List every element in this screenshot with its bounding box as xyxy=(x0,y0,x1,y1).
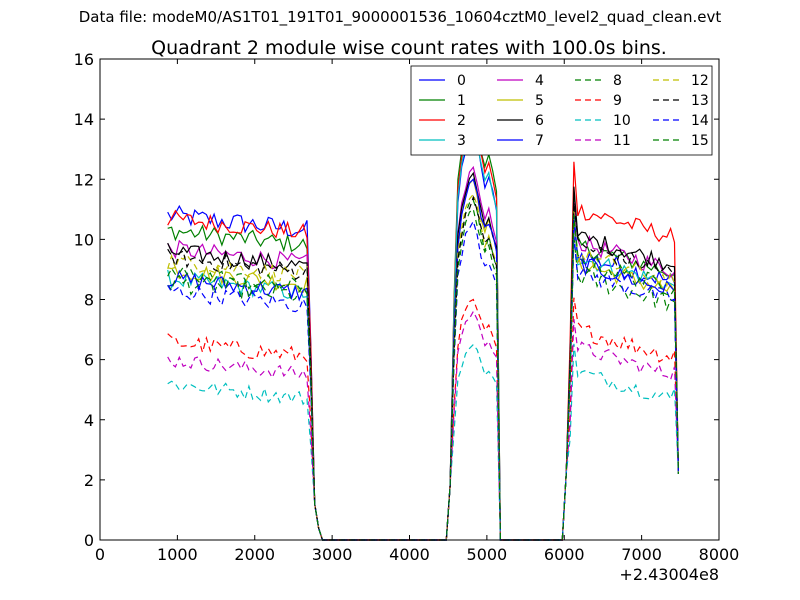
x-tick-label: 5000 xyxy=(467,545,508,564)
x-offset-label: +2.43004e8 xyxy=(619,565,719,584)
series-line-2 xyxy=(167,110,679,541)
y-tick-label: 8 xyxy=(84,291,94,310)
legend-entry: 14 xyxy=(653,113,709,129)
x-tick-label: 2000 xyxy=(234,545,275,564)
y-tick-label: 10 xyxy=(74,230,94,249)
x-tick-label: 7000 xyxy=(621,545,662,564)
legend-entry: 12 xyxy=(653,73,709,89)
y-tick-label: 6 xyxy=(84,351,94,370)
series-line-1 xyxy=(167,102,679,541)
legend-entry: 13 xyxy=(653,93,709,109)
legend-label: 10 xyxy=(613,113,631,129)
legend-entry: 6 xyxy=(497,113,544,129)
series-line-14 xyxy=(167,219,679,541)
legend-label: 2 xyxy=(457,113,466,129)
y-tick-label: 12 xyxy=(74,170,94,189)
series-line-0 xyxy=(167,126,679,541)
x-tick-label: 1000 xyxy=(157,545,198,564)
legend-label: 15 xyxy=(691,133,709,149)
series-lines xyxy=(167,102,679,541)
legend-entry: 1 xyxy=(419,93,466,109)
y-tick-label: 4 xyxy=(84,411,94,430)
series-line-11 xyxy=(167,310,679,541)
legend-entry: 10 xyxy=(575,113,631,129)
series-line-7 xyxy=(167,178,679,541)
legend-label: 11 xyxy=(613,133,631,149)
legend-label: 7 xyxy=(535,133,544,149)
legend-entry: 8 xyxy=(575,73,622,89)
legend-entry: 15 xyxy=(653,133,709,149)
x-tick-label: 6000 xyxy=(544,545,585,564)
legend-entry: 7 xyxy=(497,133,544,149)
legend-label: 8 xyxy=(613,73,622,89)
y-tick-label: 2 xyxy=(84,471,94,490)
x-axis: 0 1000 2000 3000 4000 5000 6000 7000 8000 xyxy=(95,59,739,564)
y-tick-label: 16 xyxy=(74,50,94,69)
legend-label: 0 xyxy=(457,73,466,89)
legend-label: 14 xyxy=(691,113,709,129)
y-tick-label: 0 xyxy=(84,531,94,550)
figure-suptitle: Data file: modeM0/AS1T01_191T01_90000015… xyxy=(78,8,722,26)
legend-entry: 2 xyxy=(419,113,466,129)
series-line-3 xyxy=(167,123,679,541)
legend-entry: 9 xyxy=(575,93,622,109)
series-line-13 xyxy=(167,195,679,541)
x-tick-label: 0 xyxy=(95,545,105,564)
x-tick-label: 3000 xyxy=(312,545,353,564)
legend-entry: 5 xyxy=(497,93,544,109)
legend-entry: 0 xyxy=(419,73,466,89)
series-line-9 xyxy=(167,297,679,541)
legend-box xyxy=(410,65,713,156)
x-tick-label: 4000 xyxy=(389,545,430,564)
legend-label: 13 xyxy=(691,93,709,109)
legend-label: 3 xyxy=(457,133,466,149)
legend-label: 6 xyxy=(535,113,544,129)
legend-label: 4 xyxy=(535,73,544,89)
legend-label: 5 xyxy=(535,93,544,109)
legend-entry: 3 xyxy=(419,133,466,149)
legend-label: 12 xyxy=(691,73,709,89)
series-line-5 xyxy=(167,178,679,541)
x-tick-label: 8000 xyxy=(699,545,740,564)
legend-entry: 11 xyxy=(575,133,631,149)
legend-entry: 4 xyxy=(497,73,544,89)
legend-label: 1 xyxy=(457,93,466,109)
series-line-10 xyxy=(167,343,679,541)
legend-label: 9 xyxy=(613,93,622,109)
y-tick-label: 14 xyxy=(74,110,94,129)
chart-title: Quadrant 2 module wise count rates with … xyxy=(151,37,667,59)
